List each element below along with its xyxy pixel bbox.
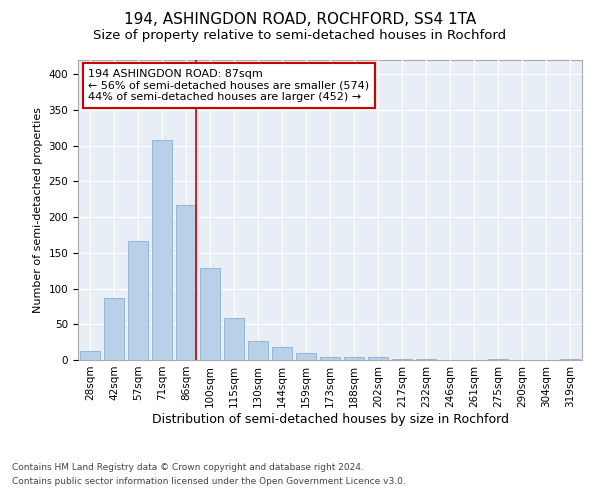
Text: Contains public sector information licensed under the Open Government Licence v3: Contains public sector information licen… <box>12 477 406 486</box>
Bar <box>320 357 340 360</box>
Bar <box>128 240 148 360</box>
Bar <box>248 342 268 360</box>
Text: Size of property relative to semi-detached houses in Rochford: Size of property relative to semi-detach… <box>94 29 506 42</box>
Bar <box>80 350 100 360</box>
Bar <box>416 358 436 360</box>
Bar <box>152 140 172 360</box>
Bar <box>296 353 316 360</box>
Y-axis label: Number of semi-detached properties: Number of semi-detached properties <box>33 107 43 313</box>
Bar <box>392 358 412 360</box>
Bar <box>176 205 196 360</box>
X-axis label: Distribution of semi-detached houses by size in Rochford: Distribution of semi-detached houses by … <box>151 412 509 426</box>
Text: Contains HM Land Registry data © Crown copyright and database right 2024.: Contains HM Land Registry data © Crown c… <box>12 464 364 472</box>
Bar <box>104 298 124 360</box>
Bar <box>272 347 292 360</box>
Bar <box>560 358 580 360</box>
Bar <box>368 357 388 360</box>
Bar <box>488 358 508 360</box>
Bar <box>344 357 364 360</box>
Text: 194 ASHINGDON ROAD: 87sqm
← 56% of semi-detached houses are smaller (574)
44% of: 194 ASHINGDON ROAD: 87sqm ← 56% of semi-… <box>88 69 369 102</box>
Bar <box>200 268 220 360</box>
Bar <box>224 318 244 360</box>
Text: 194, ASHINGDON ROAD, ROCHFORD, SS4 1TA: 194, ASHINGDON ROAD, ROCHFORD, SS4 1TA <box>124 12 476 28</box>
